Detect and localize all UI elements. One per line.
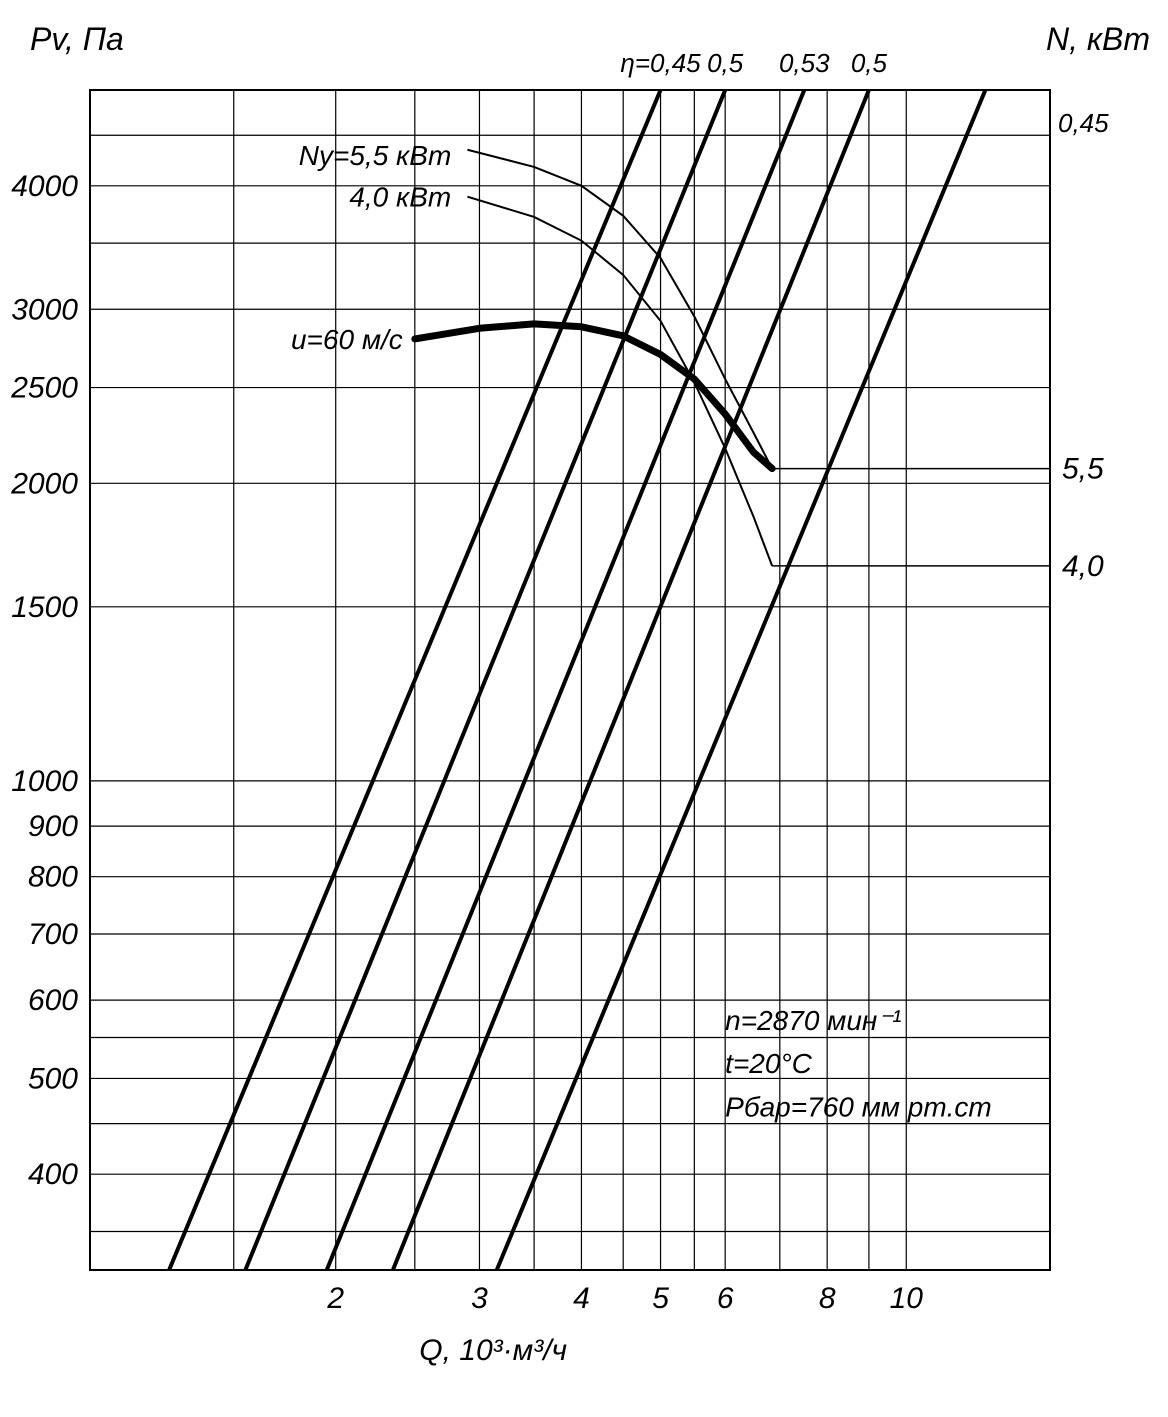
x-tick-label: 10 bbox=[890, 1282, 924, 1315]
efficiency-label: 0,5 bbox=[707, 48, 744, 78]
y-tick-label: 800 bbox=[28, 861, 78, 894]
power-curve-label: Ny=5,5 кВm bbox=[299, 140, 452, 171]
main-curve-label: u=60 м/c bbox=[291, 324, 403, 355]
x-tick-label: 6 bbox=[717, 1282, 734, 1315]
x-tick-label: 8 bbox=[819, 1282, 836, 1315]
condition-line: n=2870 мин⁻¹ bbox=[725, 1005, 901, 1036]
fan-chart: η=0,450,50,530,50,45Ny=5,5 кВm5,54,0 кВm… bbox=[0, 0, 1168, 1417]
y-tick-label: 2500 bbox=[10, 372, 78, 405]
y-tick-label: 2000 bbox=[10, 467, 78, 500]
condition-line: t=20°C bbox=[725, 1048, 812, 1079]
efficiency-label: 0,53 bbox=[779, 48, 830, 78]
y-tick-label: 600 bbox=[28, 984, 78, 1017]
y-tick-label: 900 bbox=[28, 810, 78, 843]
x-tick-label: 3 bbox=[471, 1282, 488, 1315]
y-tick-label: 400 bbox=[28, 1158, 78, 1191]
y-tick-label: 700 bbox=[28, 918, 78, 951]
condition-line: Рбар=760 мм pm.cm bbox=[725, 1092, 992, 1123]
x-tick-label: 5 bbox=[652, 1282, 669, 1315]
x-tick-label: 4 bbox=[573, 1282, 590, 1315]
efficiency-label: 0,5 bbox=[851, 48, 888, 78]
y-tick-label: 4000 bbox=[11, 170, 78, 203]
y-tick-label: 1000 bbox=[11, 765, 78, 798]
y-tick-label: 1500 bbox=[11, 591, 78, 624]
y-axis-label-right: N, кВт bbox=[1046, 21, 1150, 57]
y-tick-label: 3000 bbox=[11, 293, 78, 326]
x-axis-label: Q, 10³·м³/ч bbox=[419, 1334, 567, 1367]
power-end-label: 4,0 bbox=[1062, 550, 1104, 583]
power-curve-label: 4,0 кВm bbox=[349, 182, 451, 213]
y-axis-label-left: Pv, Па bbox=[30, 21, 124, 57]
efficiency-label-right: 0,45 bbox=[1058, 108, 1109, 138]
power-end-label: 5,5 bbox=[1062, 453, 1104, 486]
x-tick-label: 2 bbox=[326, 1282, 344, 1315]
y-tick-label: 500 bbox=[28, 1062, 78, 1095]
efficiency-label: η=0,45 bbox=[620, 48, 701, 78]
